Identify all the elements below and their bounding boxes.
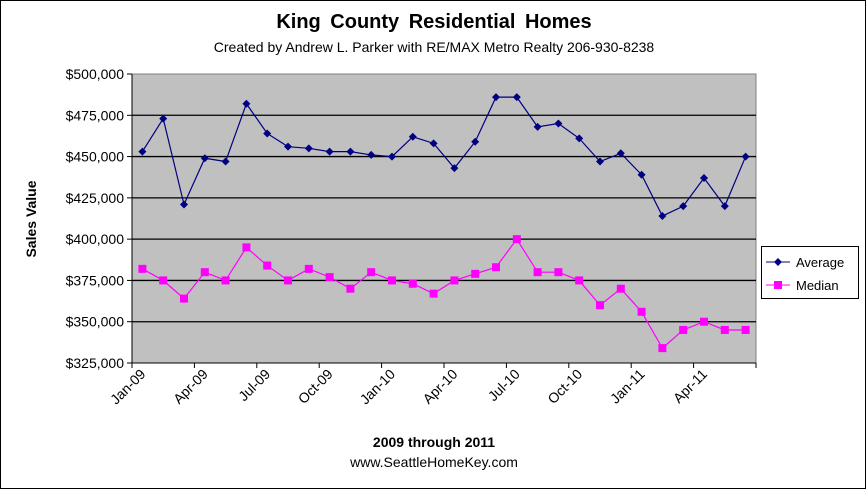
- x-tick-label: Jan-11: [607, 366, 648, 407]
- data-point: [346, 147, 355, 156]
- data-point: [263, 261, 272, 270]
- data-point: [450, 164, 459, 173]
- data-point: [554, 268, 563, 277]
- data-point: [637, 170, 646, 179]
- x-tick-label: Jan-09: [107, 366, 149, 408]
- diamond-marker-icon: [766, 258, 790, 266]
- chart-title: King County Residential Homes: [276, 11, 592, 33]
- data-point: [304, 144, 313, 153]
- data-point: [596, 301, 604, 310]
- data-point: [408, 132, 417, 141]
- y-tick-label: $500,000: [66, 66, 125, 82]
- data-point: [284, 276, 292, 285]
- data-point: [367, 268, 376, 277]
- data-point: [408, 279, 417, 288]
- data-point: [429, 139, 438, 148]
- data-point: [221, 276, 230, 285]
- data-point: [741, 325, 750, 334]
- data-point: [658, 212, 667, 221]
- data-point: [388, 276, 396, 285]
- y-tick-label: $475,000: [66, 107, 125, 123]
- data-point: [450, 276, 459, 285]
- data-point: [533, 122, 542, 131]
- y-tick-label: $350,000: [66, 314, 125, 330]
- data-point: [679, 202, 688, 211]
- y-tick-label: $325,000: [66, 355, 125, 371]
- data-point: [700, 317, 708, 326]
- series-average: [138, 93, 750, 221]
- chart-subtitle: Created by Andrew L. Parker with RE/MAX …: [213, 39, 655, 55]
- square-marker-icon: [766, 281, 790, 289]
- data-point: [242, 243, 251, 252]
- legend-item-average: Average: [766, 253, 844, 271]
- data-point: [741, 152, 750, 161]
- legend: Average Median: [761, 246, 859, 299]
- x-tick-label: Apr-09: [170, 366, 211, 407]
- data-point: [367, 150, 376, 159]
- data-point: [346, 284, 355, 293]
- data-point: [242, 99, 251, 108]
- data-point: [304, 264, 313, 273]
- data-point: [200, 154, 209, 163]
- data-point: [471, 137, 480, 146]
- x-tick-label: Apr-10: [419, 366, 460, 407]
- data-point: [180, 294, 188, 303]
- data-point: [679, 325, 688, 334]
- chart-footer: www.SeattleHomeKey.com: [350, 454, 518, 470]
- plot-area: [131, 73, 757, 364]
- data-point: [263, 129, 272, 138]
- x-tick-label: Apr-11: [670, 366, 710, 406]
- y-tick-label: $450,000: [66, 149, 125, 165]
- data-point: [388, 152, 396, 161]
- data-point: [325, 147, 334, 156]
- data-point: [138, 147, 147, 156]
- data-point: [512, 93, 521, 102]
- data-point: [492, 93, 500, 102]
- data-point: [720, 325, 729, 334]
- data-point: [180, 200, 188, 209]
- x-tick-label: Oct-09: [295, 366, 336, 407]
- y-tick-label: $375,000: [66, 272, 125, 288]
- data-point: [533, 268, 542, 277]
- data-point: [637, 307, 646, 316]
- data-point: [512, 235, 521, 244]
- data-point: [138, 264, 147, 273]
- y-tick-label: $400,000: [66, 231, 125, 247]
- legend-label: Average: [796, 254, 845, 270]
- legend-item-median: Median: [766, 276, 839, 294]
- data-point: [616, 284, 625, 293]
- series-line: [141, 96, 747, 217]
- data-point: [700, 174, 708, 183]
- data-point: [575, 276, 584, 285]
- data-point: [429, 289, 438, 298]
- data-point: [720, 202, 729, 211]
- data-point: [658, 344, 667, 353]
- series-median: [138, 235, 750, 353]
- data-point: [471, 269, 480, 278]
- data-point: [221, 157, 230, 166]
- x-axis-label: 2009 through 2011: [372, 434, 496, 450]
- data-point: [200, 268, 209, 277]
- data-point: [596, 157, 604, 166]
- x-tick-label: Oct-10: [544, 366, 585, 407]
- x-tick-label: Jul-09: [235, 366, 273, 404]
- data-point: [325, 273, 334, 282]
- series-line: [142, 238, 746, 350]
- data-point: [554, 119, 563, 128]
- data-point: [159, 114, 168, 123]
- y-tick-label: $425,000: [66, 190, 125, 206]
- legend-label: Median: [796, 277, 839, 293]
- data-point: [284, 142, 292, 151]
- x-tick-label: Jan-10: [357, 366, 399, 408]
- x-tick-label: Jul-10: [485, 366, 523, 404]
- data-point: [159, 276, 168, 285]
- data-point: [616, 149, 625, 158]
- data-point: [575, 134, 584, 143]
- data-point: [492, 263, 500, 272]
